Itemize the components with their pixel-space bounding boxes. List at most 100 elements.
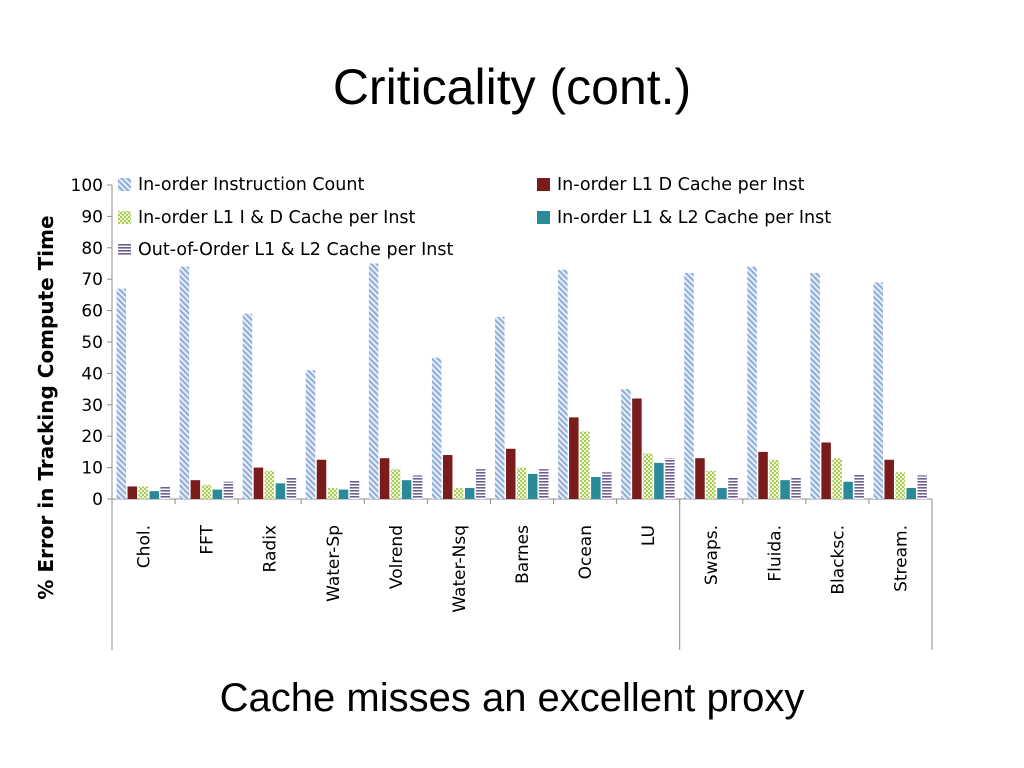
bar [316, 459, 327, 499]
bar [349, 480, 360, 499]
legend-label: Out-of-Order L1 & L2 Cache per Inst [138, 240, 453, 260]
bar [832, 458, 842, 499]
bar [116, 288, 127, 499]
y-tick-label: 100 [71, 176, 103, 196]
bar [453, 488, 464, 499]
category-label: Ocean [576, 525, 596, 579]
legend-swatch [537, 211, 550, 224]
bar [212, 489, 223, 499]
bar [684, 272, 694, 499]
legend-label: In-order Instruction Count [138, 175, 364, 195]
bar [791, 477, 801, 499]
legend-swatch [118, 178, 131, 191]
y-tick-label: 30 [81, 396, 103, 416]
bar [275, 483, 286, 499]
bar [379, 458, 390, 499]
category-label: Stream. [891, 525, 911, 592]
bar [665, 458, 675, 499]
y-tick-label: 10 [81, 459, 103, 479]
bar [769, 459, 779, 499]
bar [906, 488, 916, 499]
bar [442, 455, 453, 499]
bar [160, 486, 171, 499]
category-label: FFT [198, 524, 218, 554]
bar [223, 481, 234, 499]
bar [431, 357, 442, 499]
bar-chart: 0 10 20 30 40 50 60 70 80 90 100 % Error in Trackin… [34, 175, 933, 650]
bar [190, 480, 201, 499]
y-tick-label: 40 [81, 364, 103, 384]
bar [695, 458, 705, 499]
bar [506, 448, 516, 499]
bar [327, 488, 338, 499]
bar [580, 431, 590, 499]
legend-swatch [118, 243, 131, 256]
bar [643, 453, 653, 499]
bar [602, 472, 612, 499]
bar [569, 417, 579, 499]
bar [305, 370, 316, 499]
category-label: Fluida. [765, 525, 785, 582]
bar [528, 473, 538, 499]
bar [873, 282, 883, 499]
bar [201, 484, 212, 499]
y-tick-label: 80 [81, 239, 103, 259]
bar [747, 266, 757, 499]
bar [495, 316, 505, 499]
bar [401, 480, 412, 499]
category-label: Radix [261, 525, 281, 572]
y-tick-label: 0 [92, 490, 103, 510]
slide-caption: Cache misses an excellent proxy [219, 676, 805, 720]
bar [127, 486, 138, 499]
bar [591, 477, 601, 499]
bar [621, 389, 631, 499]
bar [632, 398, 642, 499]
bar [338, 489, 349, 499]
category-label: Blacksc. [828, 525, 848, 595]
bar [821, 442, 831, 499]
bar [242, 313, 253, 499]
category-label: LU [639, 525, 659, 546]
bar [843, 481, 853, 499]
bar [895, 472, 905, 499]
category-label: Water-Sp [324, 525, 344, 602]
y-tick-label: 90 [81, 207, 103, 227]
y-axis-title: % Error in Tracking Compute Time [34, 215, 58, 599]
bar [390, 469, 401, 499]
bar [517, 467, 527, 499]
y-tick-label: 20 [81, 427, 103, 447]
bar [149, 491, 160, 499]
category-label: Chol. [135, 525, 155, 568]
bar [884, 459, 894, 499]
bar [253, 467, 264, 499]
category-label: Water-Nsq [450, 525, 470, 613]
legend-swatch [118, 211, 131, 224]
bar [286, 477, 297, 499]
legend-label: In-order L1 I & D Cache per Inst [138, 208, 416, 228]
bar [917, 475, 927, 499]
plot-area: 0 10 20 30 40 50 60 70 80 90 100 % Error in Trackin… [34, 176, 933, 650]
bar [179, 266, 190, 499]
y-tick-label: 50 [81, 333, 103, 353]
bar [475, 469, 486, 499]
bar [780, 480, 790, 499]
bar [464, 488, 475, 499]
bar [706, 470, 716, 499]
legend-label: In-order L1 D Cache per Inst [557, 175, 805, 195]
bar [539, 469, 549, 499]
bar [810, 272, 820, 499]
bar [854, 473, 864, 499]
bar [138, 486, 149, 499]
bar [412, 475, 423, 499]
bar [558, 269, 568, 499]
y-tick-label: 70 [81, 270, 103, 290]
legend-swatch [537, 178, 550, 191]
bar [654, 462, 664, 499]
slide-title: Criticality (cont.) [332, 59, 692, 115]
category-label: Volrend [387, 525, 407, 589]
bar [758, 451, 768, 499]
y-tick-label: 60 [81, 302, 103, 322]
bar [368, 263, 379, 499]
bar [717, 488, 727, 499]
legend: In-order Instruction Count In-order L1 D … [118, 175, 831, 260]
